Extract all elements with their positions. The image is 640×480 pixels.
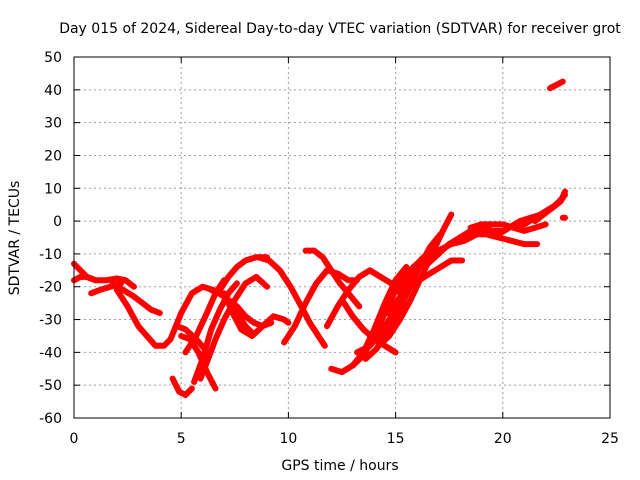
x-tick-label: 10: [279, 431, 297, 447]
y-tick-label: 20: [44, 148, 62, 164]
series-arc-16: [255, 254, 328, 349]
y-tick-label: -20: [39, 280, 62, 296]
series-arc-10: [191, 280, 240, 385]
series-arc-22: [349, 254, 427, 369]
y-tick-label: 50: [44, 50, 62, 66]
y-tick-label: 40: [44, 83, 62, 99]
grid-lines: [74, 57, 610, 418]
x-tick-label: 5: [177, 431, 186, 447]
series-arc-26: [384, 257, 466, 316]
series-arc-2: [71, 273, 99, 284]
axis-ticks: [73, 56, 611, 419]
series-arc-25: [375, 211, 455, 349]
y-axis-title: SDTVAR / TECUs: [7, 181, 23, 296]
data-series: [71, 78, 568, 398]
plot-frame: [73, 56, 611, 419]
series-arc-33: [532, 188, 568, 225]
x-tick-label: 25: [601, 431, 619, 447]
x-axis-title: GPS time / hours: [281, 458, 398, 474]
y-tick-label: -30: [39, 313, 62, 329]
series-arc-19: [324, 267, 395, 330]
series-arc-4: [109, 280, 163, 316]
y-tick-label: -60: [39, 411, 62, 427]
series-arc-9: [173, 323, 208, 353]
series-arc-32: [510, 191, 568, 231]
y-tick-label: 10: [44, 181, 62, 197]
series-arc-5: [113, 287, 174, 349]
x-tick-label: 0: [70, 431, 79, 447]
x-tick-label: 15: [387, 431, 405, 447]
x-tick-labels: 0 5 10 15 20 25: [70, 431, 619, 447]
series-arc-17: [281, 267, 360, 346]
series-arc-15: [221, 290, 292, 339]
y-tick-label: -10: [39, 247, 62, 263]
series-arc-1: [71, 260, 137, 290]
series-arc-34: [547, 78, 566, 92]
series-arc-7: [169, 375, 195, 398]
series-arc-29: [456, 231, 541, 248]
series-arc-8: [178, 333, 219, 392]
y-tick-label: 0: [53, 214, 62, 230]
y-tick-label: 30: [44, 116, 62, 132]
x-tick-label: 20: [494, 431, 512, 447]
y-tick-labels: -60 -50 -40 -30 -20 -10 0 10 20 30 40 50: [39, 50, 62, 427]
y-tick-label: -40: [39, 345, 62, 361]
chart-title: Day 015 of 2024, Sidereal Day-to-day VTE…: [59, 21, 621, 37]
y-tick-label: -50: [39, 378, 62, 394]
